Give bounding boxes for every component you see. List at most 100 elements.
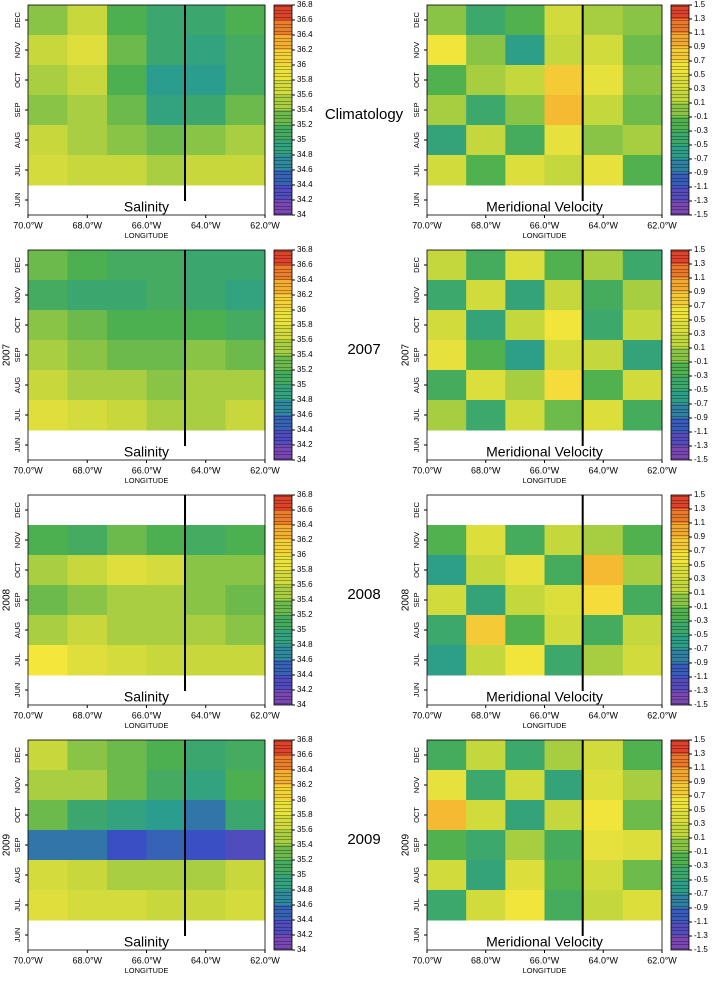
colorbar-segment: [274, 20, 292, 35]
heatmap-cell: [28, 585, 68, 616]
heatmap-cell: [466, 280, 506, 311]
heatmap-cell: [186, 370, 226, 401]
heatmap-cell: [225, 645, 266, 676]
colorbar-label: -0.1: [694, 847, 708, 856]
x-axis-label: LONGITUDE: [523, 231, 567, 240]
heatmap-cell: [544, 525, 585, 556]
heatmap-cell: [427, 615, 467, 646]
heatmap-cell: [544, 400, 585, 431]
heatmap-cell: [28, 280, 68, 311]
heatmap-cell: [466, 770, 506, 801]
heatmap-cell: [28, 340, 68, 371]
y-tick-label: JUL: [412, 898, 421, 911]
panel: 70.0°W 68.0°W 66.0°W 64.0°W 62.0°W LONGITUDE D…: [401, 490, 709, 730]
heatmap-cell: [583, 370, 624, 401]
panel-title: Salinity: [124, 444, 169, 460]
heatmap-cell: [622, 400, 663, 431]
heatmap-cell: [67, 125, 108, 156]
colorbar-label: 36.8: [297, 0, 313, 9]
heatmap-cell: [505, 310, 545, 341]
colorbar-segment: [274, 770, 292, 785]
colorbar-label: -0.9: [694, 413, 708, 422]
colorbar-segment: [671, 607, 689, 621]
y-tick-label: NOV: [13, 777, 22, 793]
colorbar-label: 36.8: [297, 245, 313, 254]
heatmap-cell: [107, 35, 147, 66]
colorbar-segment: [671, 663, 689, 677]
heatmap-cell: [146, 585, 187, 616]
colorbar-segment: [274, 5, 292, 20]
colorbar-label: -1.5: [694, 455, 708, 464]
y-tick-label: JUN: [13, 683, 22, 698]
heatmap-cell: [107, 555, 147, 586]
colorbar-segment: [274, 250, 292, 265]
x-tick-label: 68.0°W: [72, 955, 102, 965]
heatmap-cell: [146, 35, 187, 66]
colorbar-label: 36.2: [297, 780, 313, 789]
colorbar-label: 36: [297, 795, 306, 804]
x-tick-label: 66.0°W: [132, 955, 162, 965]
heatmap-cell: [466, 35, 506, 66]
colorbar-segment: [274, 140, 292, 155]
colorbar-segment: [671, 89, 689, 103]
row-label: 2008: [347, 586, 380, 603]
heatmap-cell: [427, 310, 467, 341]
colorbar-segment: [274, 170, 292, 185]
heatmap-cell: [186, 310, 226, 341]
heatmap-cell: [28, 250, 68, 281]
heatmap-cell: [583, 35, 624, 66]
y-tick-label: SEP: [412, 347, 421, 362]
heatmap-cell: [28, 740, 68, 771]
y-tick-label: AUG: [13, 622, 22, 638]
colorbar-label: 0.7: [694, 546, 706, 555]
colorbar-segment: [671, 117, 689, 131]
heatmap-cell: [427, 370, 467, 401]
heatmap-cell: [427, 645, 467, 676]
colorbar-label: 0.1: [694, 343, 706, 352]
heatmap-cell: [28, 125, 68, 156]
colorbar-label: 34.6: [297, 165, 313, 174]
title-box: [29, 446, 264, 459]
heatmap-cell: [67, 65, 108, 96]
panel: 70.0°W 68.0°W 66.0°W 64.0°W 62.0°W LONGITUDE D…: [2, 245, 381, 485]
x-tick-label: 68.0°W: [471, 710, 501, 720]
heatmap-cell: [107, 830, 147, 861]
colorbar-label: -0.1: [694, 112, 708, 121]
colorbar-segment: [274, 555, 292, 570]
y-tick-label: OCT: [412, 72, 421, 88]
colorbar-label: 35.6: [297, 825, 313, 834]
heatmap-cell: [107, 645, 147, 676]
colorbar-segment: [274, 920, 292, 935]
heatmap-cell: [544, 125, 585, 156]
heatmap-cell: [146, 280, 187, 311]
colorbar-segment: [671, 880, 689, 894]
heatmap-cell: [583, 5, 624, 36]
y-tick-label: NOV: [412, 42, 421, 58]
heatmap-cell: [505, 65, 545, 96]
heatmap-cell: [107, 280, 147, 311]
heatmap-cell: [186, 525, 226, 556]
y-axis-label: 2008: [401, 588, 412, 611]
colorbar-label: 35: [297, 380, 306, 389]
heatmap-cell: [186, 340, 226, 371]
colorbar-label: 0.9: [694, 42, 706, 51]
heatmap-cell: [28, 830, 68, 861]
colorbar-segment: [671, 936, 689, 950]
heatmap-cell: [466, 95, 506, 126]
heatmap-cell: [505, 800, 545, 831]
x-tick-label: 70.0°W: [412, 710, 442, 720]
colorbar-segment: [671, 866, 689, 880]
colorbar-label: 0.7: [694, 301, 706, 310]
x-tick-label: 62.0°W: [647, 465, 677, 475]
colorbar-segment: [671, 509, 689, 523]
colorbar-label: -0.9: [694, 168, 708, 177]
colorbar-label: 36.6: [297, 260, 313, 269]
heatmap-cell: [146, 525, 187, 556]
heatmap-cell: [622, 890, 663, 921]
heatmap-cell: [186, 890, 226, 921]
colorbar-segment: [671, 635, 689, 649]
colorbar-label: -0.7: [694, 644, 708, 653]
y-tick-label: JUN: [412, 928, 421, 943]
heatmap-cell: [583, 890, 624, 921]
heatmap-cell: [583, 740, 624, 771]
